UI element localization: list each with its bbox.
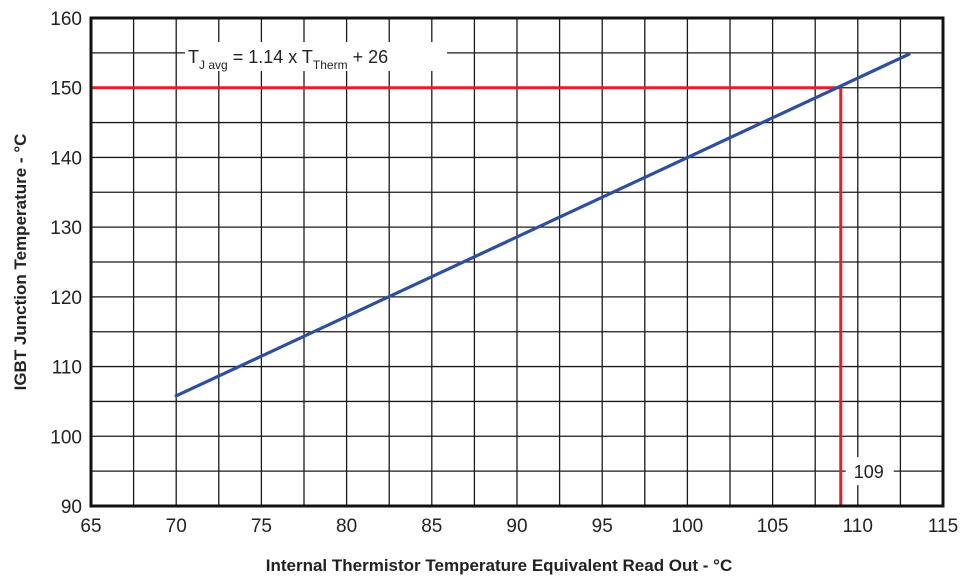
annotations: TJ avg = 1.14 x TTherm + 26 109: [185, 42, 894, 486]
x-axis-title: Internal Thermistor Temperature Equivale…: [266, 556, 733, 575]
x-tick-label: 85: [421, 516, 442, 537]
x-value-label-background: [845, 457, 894, 486]
equation-text: = 1.14 x T: [228, 47, 313, 67]
equation-subscript: J avg: [199, 58, 228, 72]
x-tick-label: 100: [672, 516, 704, 537]
grid: [91, 18, 943, 506]
y-tick-label: 140: [50, 148, 82, 169]
y-axis-title: IGBT Junction Temperature - °C: [11, 134, 30, 391]
y-tick-label: 110: [52, 358, 82, 379]
y-tick-label: 100: [50, 427, 82, 448]
equation-label-background: [185, 42, 447, 71]
equation-label: TJ avg = 1.14 x TTherm + 26: [188, 47, 388, 72]
y-tick-label: 160: [50, 9, 82, 30]
x-tick-label: 95: [592, 516, 613, 537]
x-tick-labels: 65 70 75 80 85 90 95 100 105 110 115: [80, 516, 958, 537]
y-tick-label: 120: [50, 288, 82, 309]
series-line: [174, 52, 911, 398]
series-layer: [174, 52, 911, 398]
equation-text: T: [188, 47, 199, 67]
x-tick-label: 65: [80, 516, 101, 537]
x-tick-label: 115: [928, 516, 958, 537]
reference-lines: [91, 86, 843, 506]
y-tick-labels: 90 100 110 120 130 140 150 160: [50, 9, 82, 518]
x-tick-label: 80: [336, 516, 357, 537]
x-tick-label: 105: [757, 516, 789, 537]
y-tick-label: 150: [50, 79, 82, 100]
x-value-label: 109: [854, 462, 884, 482]
x-tick-label: 75: [251, 516, 272, 537]
y-tick-label: 90: [61, 497, 82, 518]
plot-frame: [89, 16, 945, 508]
y-tick-label: 130: [50, 218, 82, 239]
x-tick-label: 70: [166, 516, 187, 537]
x-tick-label: 90: [506, 516, 527, 537]
x-tick-label: 110: [843, 516, 873, 537]
equation-text: + 26: [348, 47, 389, 67]
equation-subscript: Therm: [313, 58, 348, 72]
